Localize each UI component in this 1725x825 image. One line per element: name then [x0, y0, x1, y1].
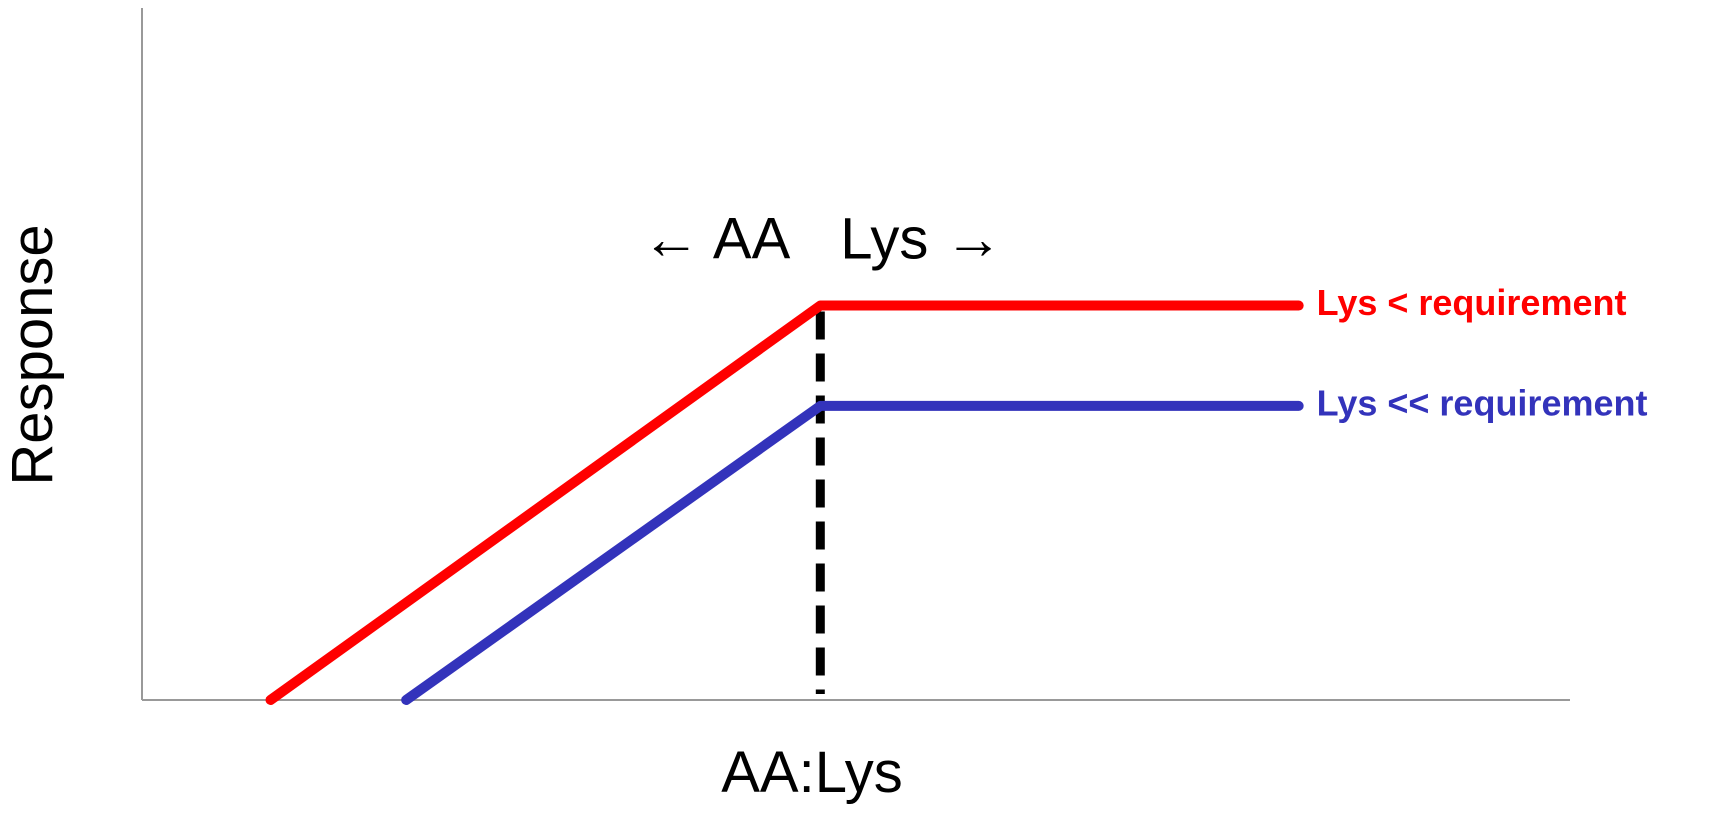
series-line-lys-ll-requirement — [401, 400, 1304, 705]
y-axis-label: Response — [0, 224, 65, 485]
annotation-lys-right: Lys → — [840, 207, 1002, 272]
series-label-lys-ll-requirement: Lys << requirement — [1317, 382, 1648, 423]
series-line-lys-lt-requirement — [265, 300, 1304, 705]
x-axis-label: AA:Lys — [721, 740, 903, 805]
annotation-aa-left: ← AA — [642, 207, 791, 272]
series-label-lys-lt-requirement: Lys < requirement — [1317, 282, 1627, 323]
